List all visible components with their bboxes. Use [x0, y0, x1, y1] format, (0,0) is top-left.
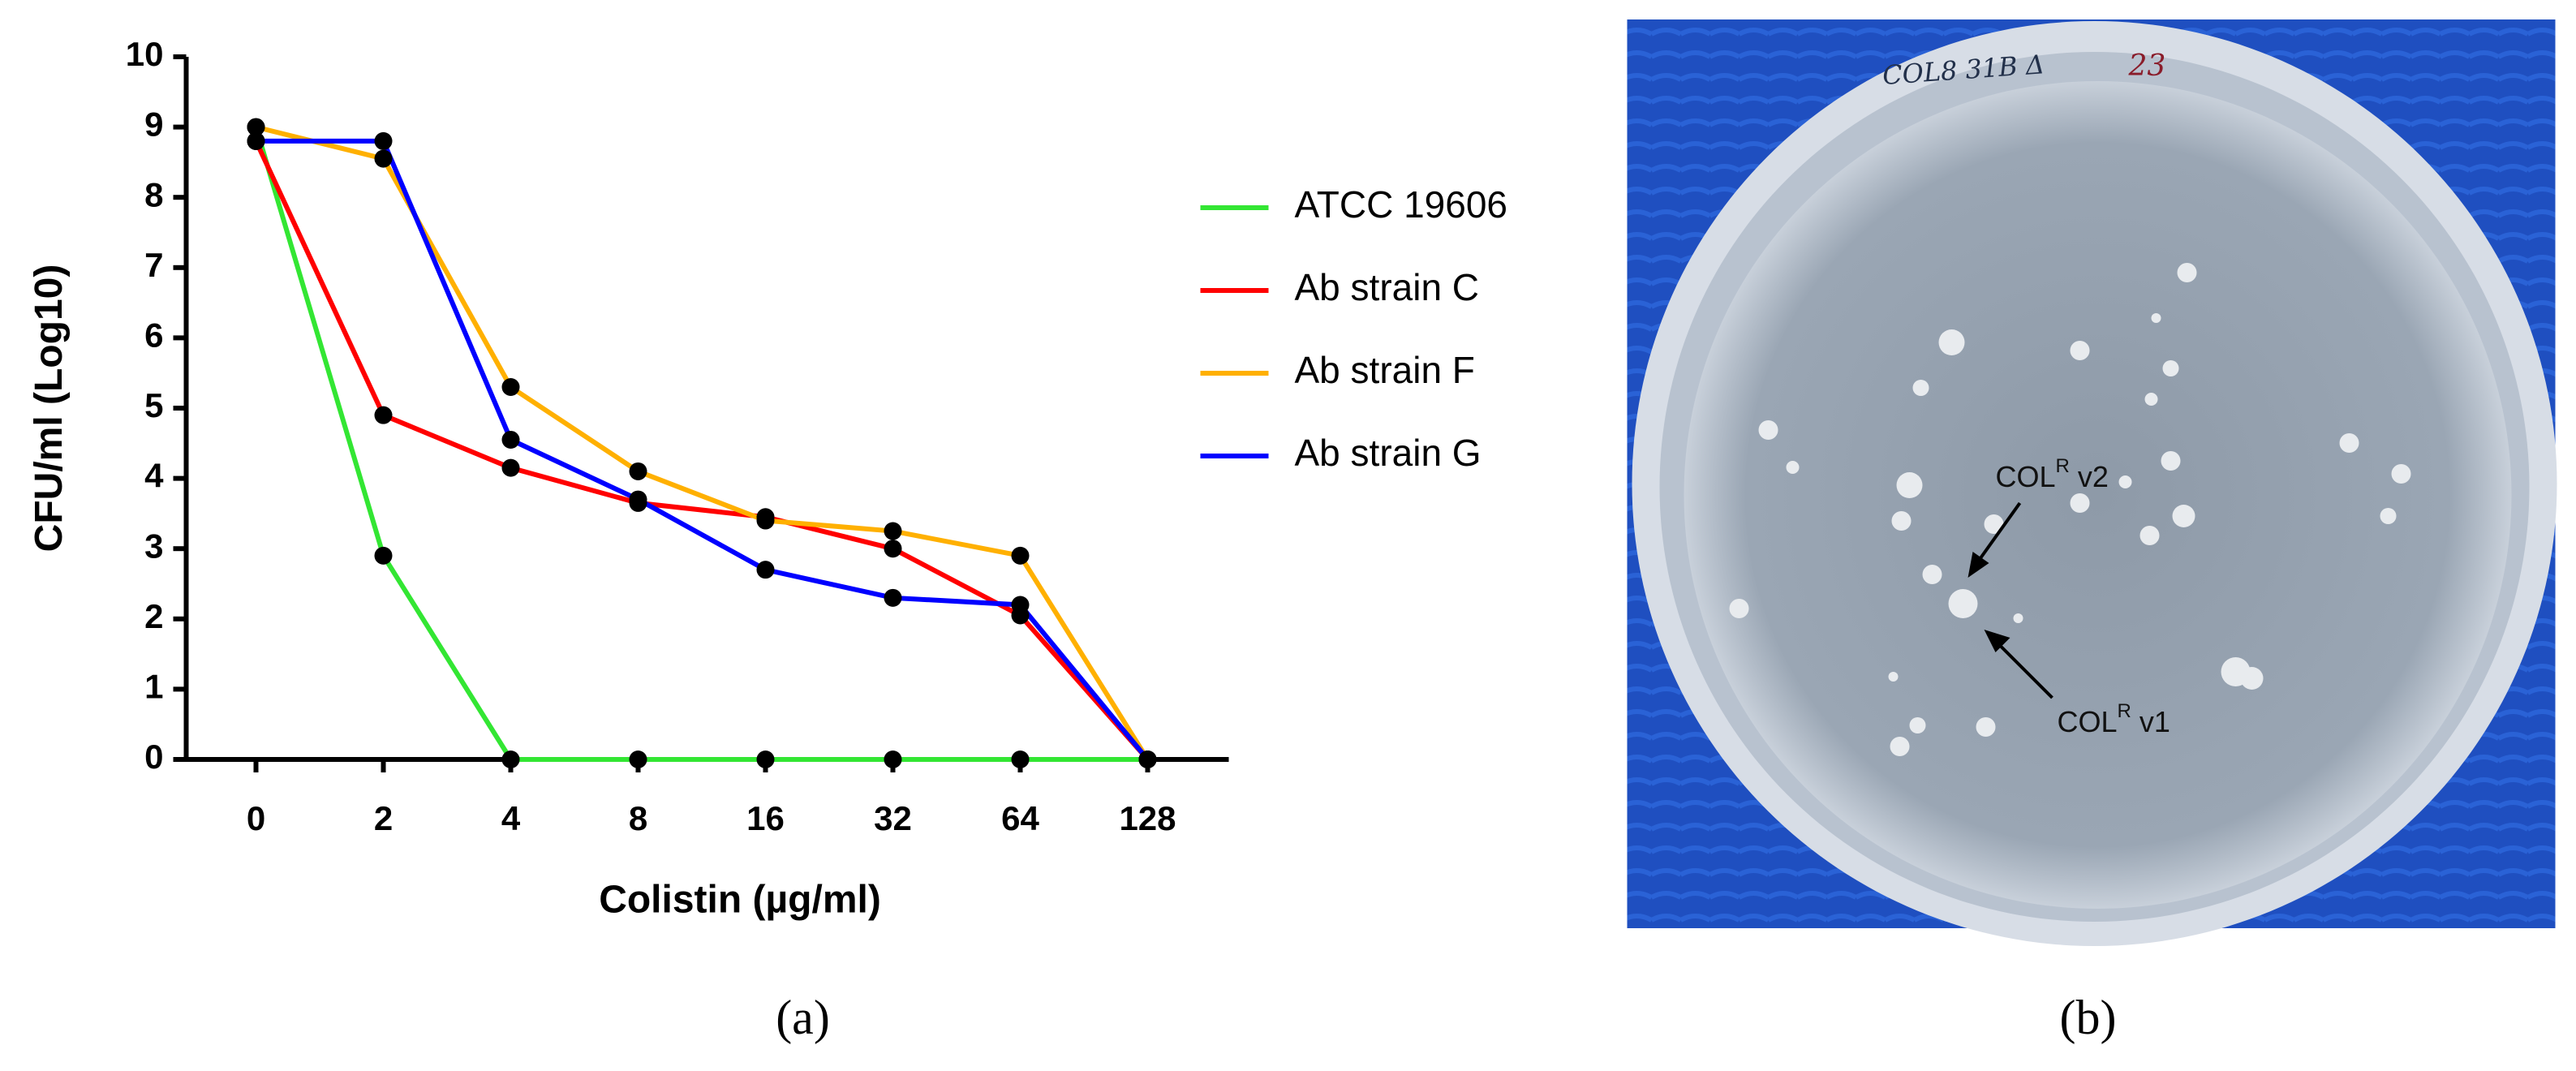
agar: [1684, 81, 2512, 909]
x-axis-label: Colistin (µg/ml): [599, 879, 881, 922]
panel-label: (b): [2060, 991, 2117, 1044]
data-point: [1011, 751, 1030, 768]
data-point: [374, 131, 393, 150]
x-tick-label: 128: [1119, 799, 1176, 837]
series-line: [253, 126, 1148, 762]
annotation-sup: R: [2118, 700, 2131, 722]
annotation-text: COL: [1996, 460, 2056, 493]
series-line: [256, 138, 1150, 761]
data-point: [501, 378, 520, 397]
y-tick-label: 8: [144, 175, 163, 213]
data-point: [1138, 751, 1157, 768]
legend-label: Ab strain G: [1295, 432, 1482, 474]
annotation: COLR v1: [2058, 700, 2170, 738]
data-point: [884, 588, 902, 607]
colonies: [1729, 263, 2411, 756]
series-line: [253, 140, 1150, 761]
data-point: [501, 430, 520, 449]
data-point: [374, 149, 393, 168]
y-tick-label: 10: [126, 35, 164, 73]
data-point: [374, 406, 393, 424]
legend-label: Ab strain F: [1295, 349, 1475, 391]
y-tick-label: 2: [144, 597, 163, 635]
annotation-sup: R: [2056, 455, 2070, 477]
annotation: COLR v2: [1996, 455, 2109, 492]
y-tick-label: 9: [144, 105, 163, 144]
annotation-suffix: v2: [2070, 460, 2109, 493]
y-tick-label: 0: [144, 738, 163, 776]
y-tick-label: 6: [144, 316, 163, 354]
data-point: [629, 490, 647, 509]
data-point: [1011, 596, 1030, 614]
legend-label: ATCC 19606: [1295, 183, 1508, 226]
data-point: [629, 462, 647, 480]
handwriting: 23: [2128, 49, 2166, 83]
data-point: [884, 522, 902, 540]
x-tick-label: 32: [874, 799, 912, 837]
y-tick-label: 1: [144, 667, 163, 705]
x-tick-label: 64: [1001, 799, 1039, 837]
legend-label: Ab strain C: [1295, 266, 1480, 308]
y-tick-label: 5: [144, 386, 163, 424]
y-tick-label: 7: [144, 246, 163, 284]
arrows: [1967, 501, 2053, 699]
annotation-text: COL: [2058, 705, 2118, 738]
data-point: [247, 118, 265, 136]
data-point: [884, 751, 902, 768]
data-point: [756, 561, 775, 579]
data-point: [374, 546, 393, 565]
x-tick-label: 16: [746, 799, 785, 837]
annotation-suffix: v1: [2131, 705, 2170, 738]
y-tick-label: 3: [144, 527, 163, 565]
data-point: [629, 751, 647, 768]
y-tick-label: 4: [144, 457, 164, 495]
data-point: [756, 511, 775, 530]
chart: 0 1 2 3 4 5 6 7 8 9 10 0 2 4 8 16 32 64 128 Colistin (µg/ml…: [28, 35, 1507, 922]
panel-label: (a): [776, 991, 830, 1044]
data-point: [884, 540, 902, 558]
x-tick-label: 4: [501, 799, 521, 837]
photo: COL8 31B Δ 23 COLR v2 COLR v1: [1627, 19, 2557, 946]
y-axis-label: CFU/ml (Log10): [28, 265, 71, 553]
data-point: [501, 458, 520, 477]
x-tick-label: 2: [374, 799, 393, 837]
series-line: [255, 124, 1150, 761]
data-point: [1011, 546, 1030, 565]
data-point: [756, 751, 775, 768]
x-tick-label: 0: [247, 799, 265, 837]
x-tick-label: 8: [629, 799, 647, 837]
data-point: [247, 131, 265, 150]
data-point: [501, 751, 520, 768]
